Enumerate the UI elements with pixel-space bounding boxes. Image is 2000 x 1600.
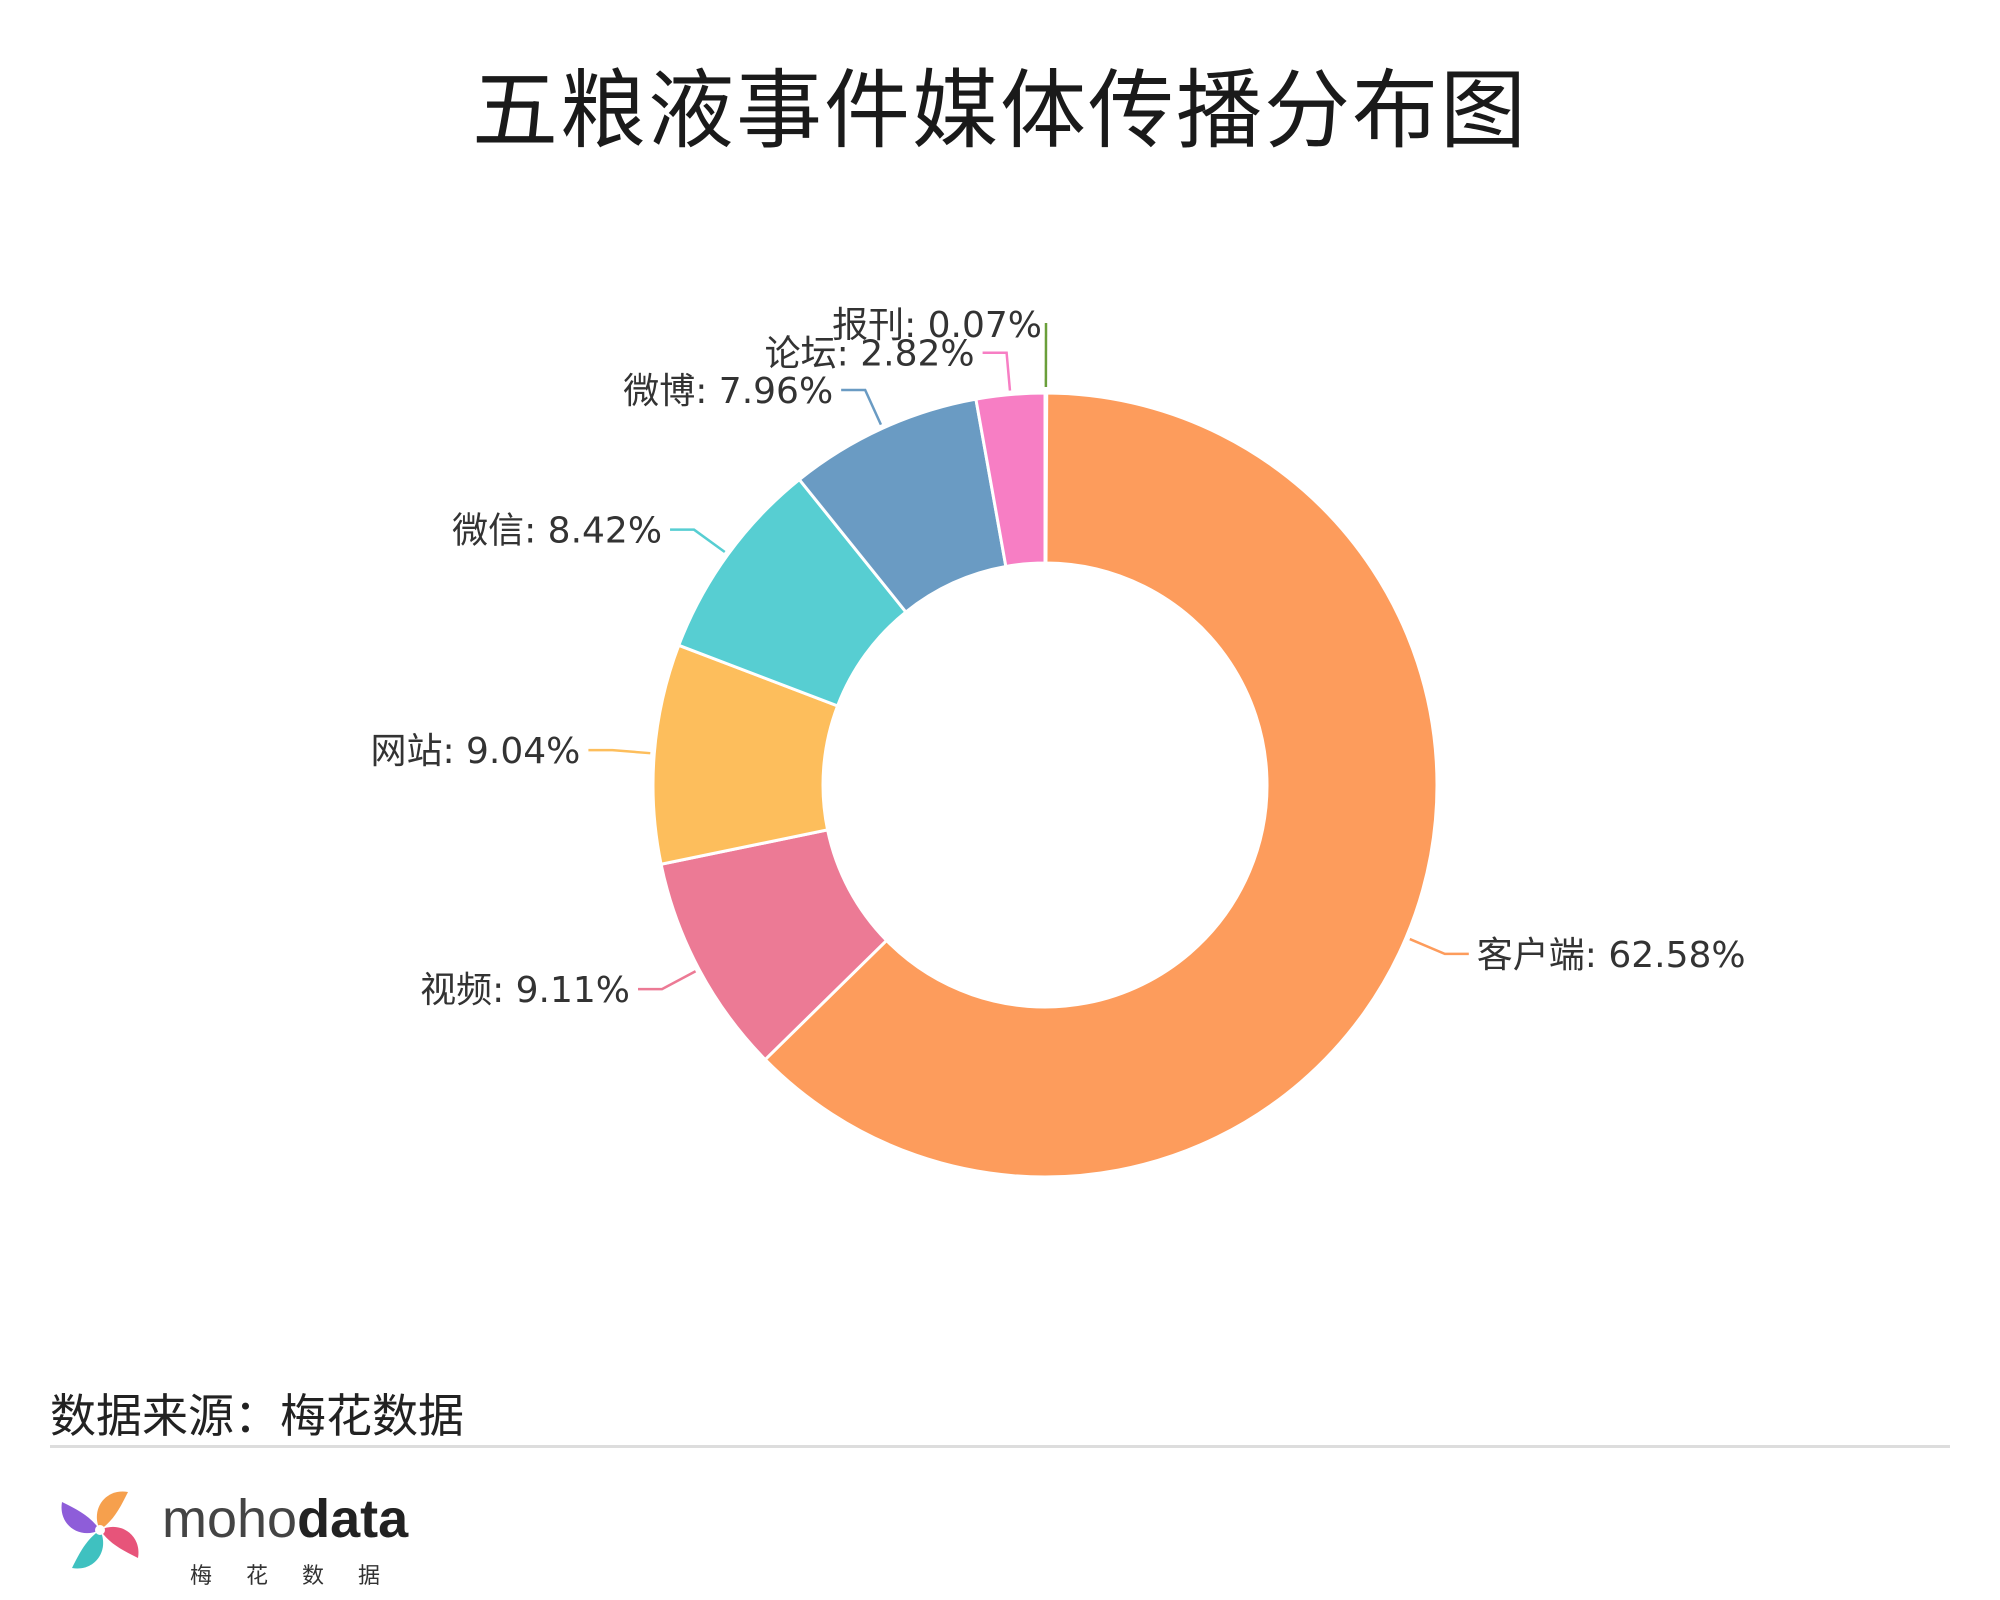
label-leader-line <box>982 351 1012 391</box>
brand-word-light: moho <box>162 1489 298 1549</box>
donut-slice <box>974 391 1047 569</box>
brand-subtitle: 梅花数据 <box>190 1564 415 1589</box>
slice-label: 视频: 9.11% <box>420 970 630 1011</box>
slice-label: 网站: 9.04% <box>370 731 580 772</box>
slice-label: 论坛: 2.82% <box>765 334 975 375</box>
slice-label: 微信: 8.42% <box>452 511 662 552</box>
donut-chart: 报刊: 0.07% 客户端: 62.58% 视频: 9.11% 网站: 9.04% 微信… <box>370 305 1746 1179</box>
slice-labels: 报刊: 0.07% 客户端: 62.58% 视频: 9.11% 网站: 9.04% 微信… <box>370 305 1745 1011</box>
slice-label: 客户端: 62.58% <box>1477 935 1746 976</box>
logo-petal <box>96 1491 128 1530</box>
pinwheel-logo-icon <box>61 1491 139 1569</box>
slice-label: 报刊: 0.07% <box>832 305 1042 346</box>
label-leader-line <box>588 748 651 755</box>
logo-petal <box>72 1530 104 1569</box>
label-leader-line <box>841 388 883 426</box>
brand-logo: mohodata 梅花数据 <box>50 1480 430 1590</box>
slice-label: 微博: 7.96% <box>623 371 833 412</box>
chart-title: 五粮液事件媒体传播分布图 <box>472 61 1528 161</box>
brand-wordmark: mohodata <box>162 1488 408 1550</box>
logo-petal <box>100 1526 139 1558</box>
label-leader-line <box>638 970 697 991</box>
donut-slice <box>763 391 1439 1179</box>
logo-center-dot <box>95 1525 105 1535</box>
label-leader-line <box>1409 937 1469 956</box>
donut-slices <box>651 391 1439 1179</box>
logo-petal <box>61 1502 100 1534</box>
label-leader-line <box>670 528 726 554</box>
data-source-note: 数据来源：梅花数据 <box>50 1389 464 1443</box>
label-leader-lines <box>588 322 1469 991</box>
brand-word-bold: data <box>297 1489 409 1549</box>
footer-divider <box>50 1445 1950 1448</box>
